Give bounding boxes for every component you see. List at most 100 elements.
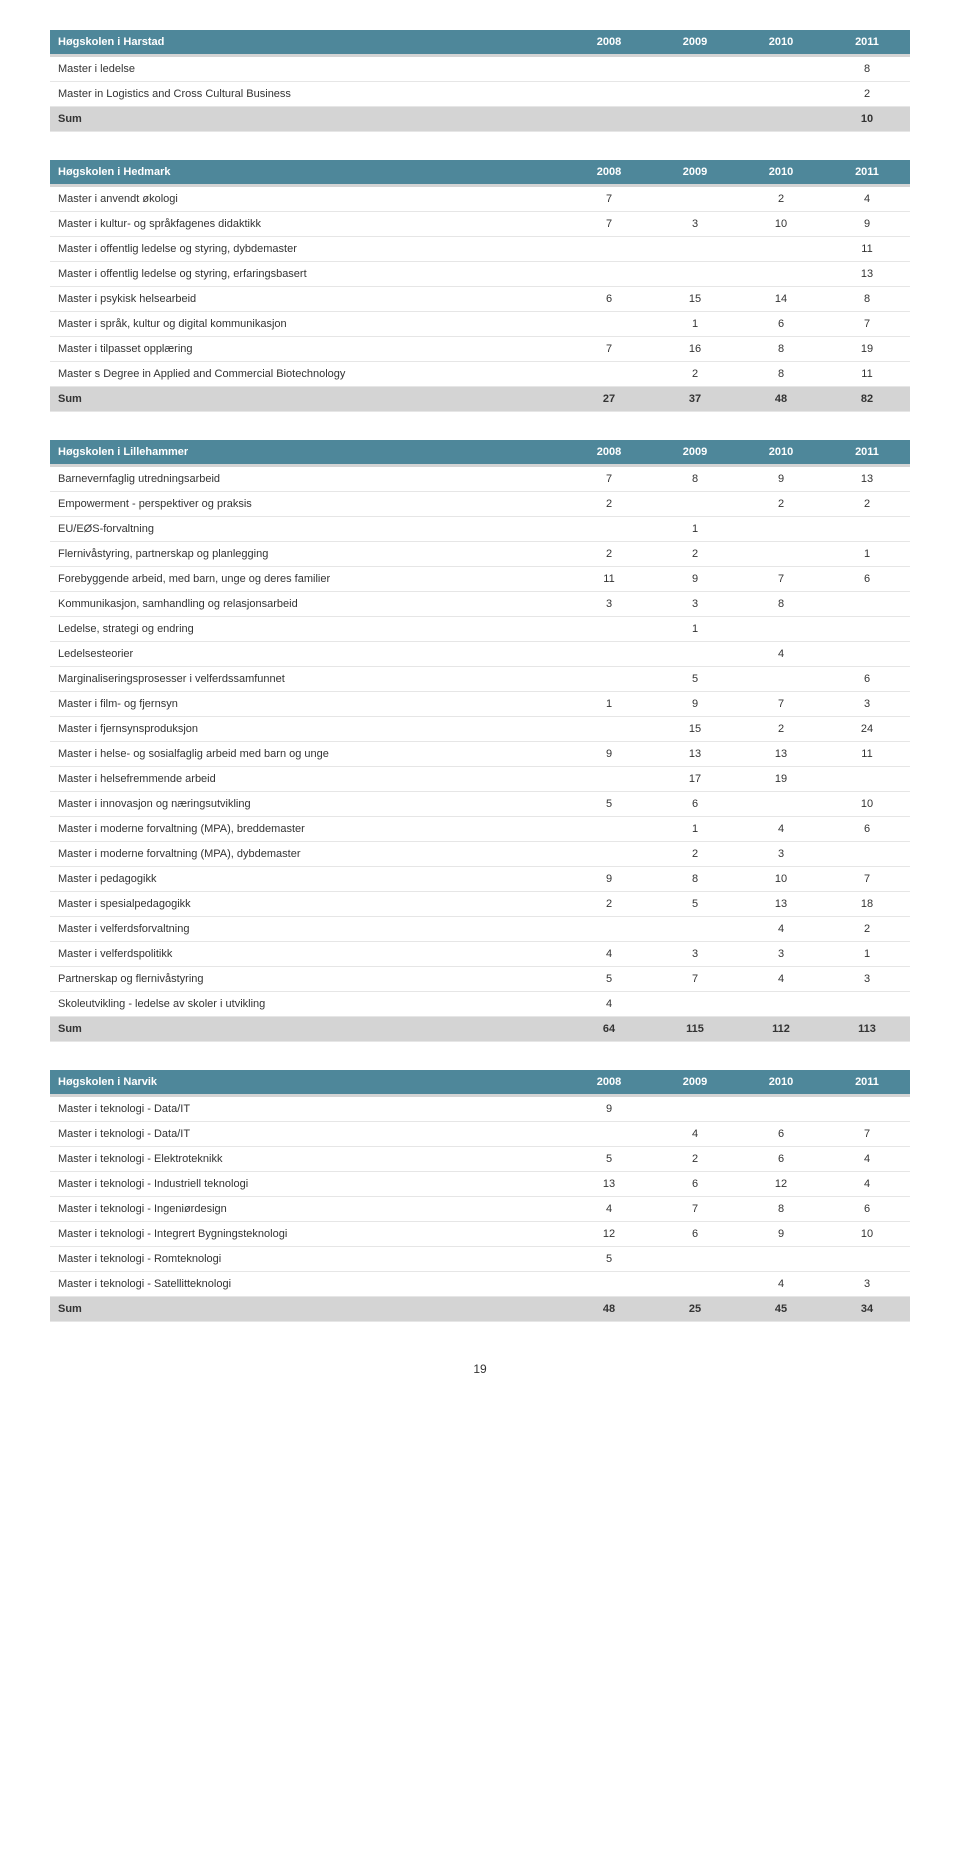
cell-value: 13 — [652, 742, 738, 767]
table-row: Ledelsesteorier4 — [50, 642, 910, 667]
table-row: Master i spesialpedagogikk251318 — [50, 892, 910, 917]
table-row: Master i teknologi - Elektroteknikk5264 — [50, 1147, 910, 1172]
data-table: Høgskolen i Harstad2008200920102011Maste… — [50, 30, 910, 132]
cell-value: 12 — [566, 1222, 652, 1247]
cell-value — [566, 1122, 652, 1147]
cell-value: 3 — [824, 1272, 910, 1297]
sum-row: Sum48254534 — [50, 1297, 910, 1322]
cell-value: 5 — [566, 967, 652, 992]
cell-value — [738, 667, 824, 692]
table-row: Master s Degree in Applied and Commercia… — [50, 362, 910, 387]
cell-value — [566, 617, 652, 642]
cell-value: 7 — [652, 967, 738, 992]
cell-value: 1 — [652, 617, 738, 642]
row-label: Master i moderne forvaltning (MPA), dybd… — [50, 842, 566, 867]
sum-value: 34 — [824, 1297, 910, 1322]
table-row: Master i kultur- og språkfagenes didakti… — [50, 212, 910, 237]
cell-value: 9 — [566, 867, 652, 892]
cell-value: 7 — [652, 1197, 738, 1222]
table-row: Master i teknologi - Industriell teknolo… — [50, 1172, 910, 1197]
cell-value: 4 — [738, 917, 824, 942]
row-label: Skoleutvikling - ledelse av skoler i utv… — [50, 992, 566, 1017]
cell-value: 2 — [566, 492, 652, 517]
sum-label: Sum — [50, 387, 566, 412]
cell-value: 4 — [824, 1172, 910, 1197]
row-label: Marginaliseringsprosesser i velferdssamf… — [50, 667, 566, 692]
cell-value — [738, 237, 824, 262]
row-label: Master i teknologi - Integrert Bygningst… — [50, 1222, 566, 1247]
cell-value: 4 — [738, 817, 824, 842]
cell-value: 4 — [652, 1122, 738, 1147]
cell-value: 2 — [738, 717, 824, 742]
table-row: Master i teknologi - Ingeniørdesign4786 — [50, 1197, 910, 1222]
table-row: Master i moderne forvaltning (MPA), bred… — [50, 817, 910, 842]
table-row: Master i offentlig ledelse og styring, e… — [50, 262, 910, 287]
sum-row: Sum10 — [50, 107, 910, 132]
cell-value: 10 — [824, 1222, 910, 1247]
cell-value: 14 — [738, 287, 824, 312]
cell-value — [566, 82, 652, 107]
table-title: Høgskolen i Harstad — [50, 30, 566, 56]
cell-value: 8 — [824, 56, 910, 82]
page-number: 19 — [50, 1362, 910, 1376]
cell-value: 9 — [738, 1222, 824, 1247]
cell-value: 4 — [824, 186, 910, 212]
table-row: Master i moderne forvaltning (MPA), dybd… — [50, 842, 910, 867]
table-row: Master i anvendt økologi724 — [50, 186, 910, 212]
cell-value: 2 — [824, 82, 910, 107]
data-table: Høgskolen i Narvik2008200920102011Master… — [50, 1070, 910, 1322]
table-row: Master i fjernsynsproduksjon15224 — [50, 717, 910, 742]
cell-value — [824, 592, 910, 617]
row-label: Master i offentlig ledelse og styring, d… — [50, 237, 566, 262]
cell-value: 2 — [652, 1147, 738, 1172]
cell-value — [566, 717, 652, 742]
cell-value: 11 — [566, 567, 652, 592]
cell-value — [738, 542, 824, 567]
cell-value: 13 — [738, 892, 824, 917]
cell-value: 6 — [738, 1122, 824, 1147]
cell-value: 10 — [738, 867, 824, 892]
cell-value: 1 — [824, 542, 910, 567]
table-row: Master i teknologi - Satellitteknologi 43 — [50, 1272, 910, 1297]
row-label: Master i anvendt økologi — [50, 186, 566, 212]
cell-value — [566, 842, 652, 867]
table-row: Master i pedagogikk98107 — [50, 867, 910, 892]
cell-value: 2 — [652, 362, 738, 387]
sum-value: 37 — [652, 387, 738, 412]
table-row: Master i teknologi - Data/IT9 — [50, 1096, 910, 1122]
year-header: 2011 — [824, 440, 910, 466]
cell-value — [652, 917, 738, 942]
table-title: Høgskolen i Lillehammer — [50, 440, 566, 466]
cell-value — [738, 617, 824, 642]
cell-value: 17 — [652, 767, 738, 792]
sum-value: 112 — [738, 1017, 824, 1042]
table-row: Master i ledelse8 — [50, 56, 910, 82]
table-row: Skoleutvikling - ledelse av skoler i utv… — [50, 992, 910, 1017]
row-label: Master i teknologi - Satellitteknologi — [50, 1272, 566, 1297]
sum-value: 48 — [738, 387, 824, 412]
cell-value: 7 — [566, 466, 652, 492]
year-header: 2008 — [566, 30, 652, 56]
cell-value: 19 — [824, 337, 910, 362]
cell-value — [566, 642, 652, 667]
row-label: Master i teknologi - Data/IT — [50, 1122, 566, 1147]
row-label: Kommunikasjon, samhandling og relasjonsa… — [50, 592, 566, 617]
cell-value — [738, 82, 824, 107]
cell-value: 10 — [738, 212, 824, 237]
cell-value: 6 — [824, 1197, 910, 1222]
cell-value: 8 — [738, 1197, 824, 1222]
table-row: Master i teknologi - Romteknologi5 — [50, 1247, 910, 1272]
sum-row: Sum27374882 — [50, 387, 910, 412]
cell-value: 8 — [738, 362, 824, 387]
cell-value: 1 — [824, 942, 910, 967]
cell-value: 10 — [824, 792, 910, 817]
cell-value — [824, 842, 910, 867]
cell-value: 5 — [566, 792, 652, 817]
year-header: 2008 — [566, 160, 652, 186]
cell-value: 6 — [738, 1147, 824, 1172]
cell-value: 8 — [738, 337, 824, 362]
row-label: Master i tilpasset opplæring — [50, 337, 566, 362]
year-header: 2008 — [566, 1070, 652, 1096]
cell-value: 4 — [738, 1272, 824, 1297]
cell-value — [738, 517, 824, 542]
